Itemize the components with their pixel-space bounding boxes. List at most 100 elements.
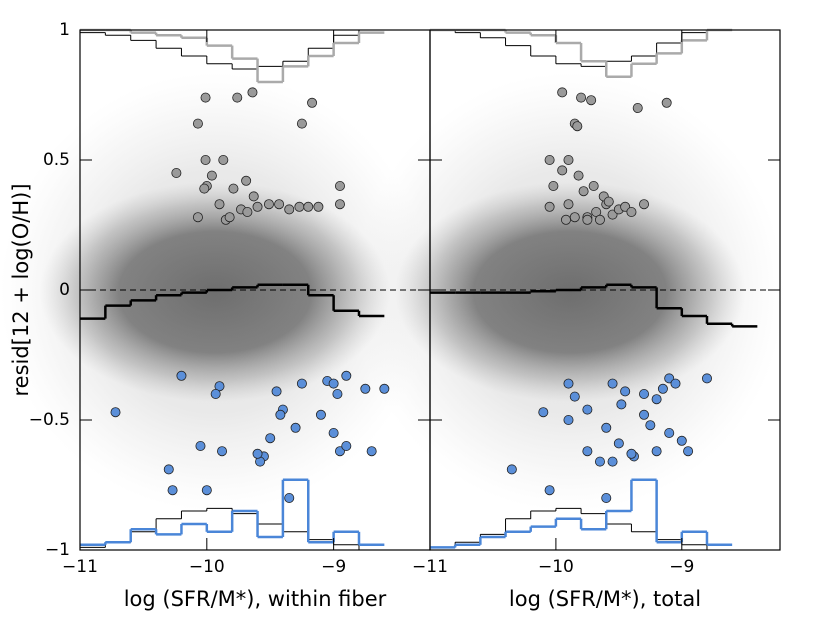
point bbox=[284, 204, 295, 215]
point bbox=[294, 201, 305, 212]
point bbox=[588, 180, 599, 191]
point bbox=[218, 154, 229, 165]
point bbox=[645, 420, 656, 431]
x-tick-label: −9 bbox=[669, 557, 694, 577]
point bbox=[544, 485, 555, 496]
point bbox=[210, 388, 221, 399]
point bbox=[601, 492, 612, 503]
point bbox=[632, 103, 643, 114]
point bbox=[228, 183, 239, 194]
point bbox=[563, 414, 574, 425]
point bbox=[573, 170, 584, 181]
point bbox=[607, 378, 618, 389]
point bbox=[192, 118, 203, 129]
point bbox=[651, 394, 662, 405]
x-tick-label: −11 bbox=[412, 557, 448, 577]
point bbox=[274, 199, 285, 210]
point-halo bbox=[0, 72, 430, 512]
point bbox=[265, 433, 276, 444]
point bbox=[334, 199, 345, 210]
point bbox=[206, 170, 217, 181]
point bbox=[232, 92, 243, 103]
point bbox=[548, 180, 559, 191]
point bbox=[303, 201, 314, 212]
point bbox=[341, 440, 352, 451]
point bbox=[263, 199, 274, 210]
point bbox=[613, 438, 624, 449]
point bbox=[217, 446, 228, 457]
point bbox=[557, 87, 568, 98]
point bbox=[569, 212, 580, 223]
point-halo bbox=[355, 72, 785, 512]
point bbox=[563, 199, 574, 210]
point bbox=[538, 407, 549, 418]
point bbox=[195, 440, 206, 451]
point bbox=[328, 427, 339, 438]
point bbox=[661, 97, 672, 108]
point bbox=[275, 409, 286, 420]
y-tick-label: 0.5 bbox=[43, 150, 70, 170]
point bbox=[271, 386, 282, 397]
point bbox=[582, 404, 593, 415]
point bbox=[639, 409, 650, 420]
point bbox=[603, 196, 614, 207]
point bbox=[657, 383, 668, 394]
point bbox=[366, 446, 377, 457]
point bbox=[328, 378, 339, 389]
point bbox=[247, 87, 258, 98]
point bbox=[626, 448, 637, 459]
point bbox=[199, 183, 210, 194]
point bbox=[506, 464, 517, 475]
point bbox=[360, 383, 371, 394]
x-axis-label: log (SFR/M*), total bbox=[509, 587, 701, 611]
point bbox=[544, 154, 555, 165]
y-tick-label: −0.5 bbox=[29, 410, 70, 430]
point bbox=[582, 446, 593, 457]
point bbox=[569, 391, 580, 402]
x-tick-label: −10 bbox=[189, 557, 225, 577]
point bbox=[578, 186, 589, 197]
point bbox=[290, 422, 301, 433]
point bbox=[582, 214, 593, 225]
point bbox=[214, 199, 225, 210]
point bbox=[200, 154, 211, 165]
point bbox=[284, 492, 295, 503]
point bbox=[626, 206, 637, 217]
point bbox=[296, 378, 307, 389]
point bbox=[163, 464, 174, 475]
point bbox=[200, 92, 211, 103]
point bbox=[252, 448, 263, 459]
point bbox=[601, 422, 612, 433]
point bbox=[563, 154, 574, 165]
point bbox=[248, 191, 259, 202]
x-tick-label: −10 bbox=[538, 557, 574, 577]
point bbox=[110, 407, 121, 418]
x-tick-label: −11 bbox=[62, 557, 98, 577]
x-tick-label: −9 bbox=[321, 557, 346, 577]
point bbox=[557, 165, 568, 176]
point bbox=[563, 378, 574, 389]
point bbox=[639, 388, 650, 399]
point bbox=[332, 388, 343, 399]
point bbox=[241, 175, 252, 186]
y-axis-label: resid[12 + log(O/H)] bbox=[9, 183, 33, 396]
point bbox=[676, 435, 687, 446]
point bbox=[594, 456, 605, 467]
point bbox=[572, 121, 583, 132]
point bbox=[171, 167, 182, 178]
point bbox=[224, 212, 235, 223]
point bbox=[242, 206, 253, 217]
y-tick-label: −1 bbox=[45, 540, 70, 560]
point bbox=[341, 370, 352, 381]
point bbox=[252, 201, 263, 212]
point bbox=[201, 485, 212, 496]
x-axis-label: log (SFR/M*), within fiber bbox=[124, 587, 387, 611]
point bbox=[670, 378, 681, 389]
point bbox=[544, 201, 555, 212]
point bbox=[664, 427, 675, 438]
point bbox=[379, 383, 390, 394]
point bbox=[616, 399, 627, 410]
point bbox=[620, 386, 631, 397]
point bbox=[701, 373, 712, 384]
